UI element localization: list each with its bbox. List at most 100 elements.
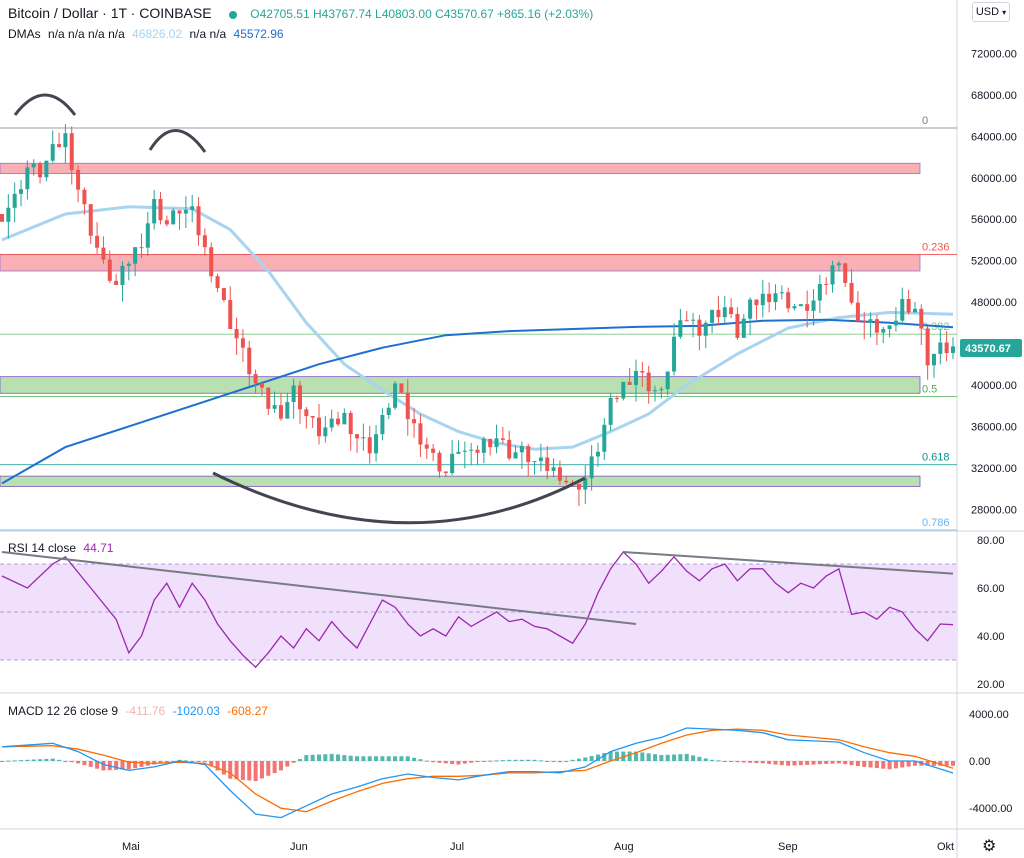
candle-body <box>133 247 138 264</box>
macd-histogram-bar <box>589 755 594 761</box>
macd-histogram-bar <box>443 761 448 764</box>
candle-body <box>114 280 119 285</box>
macd-tick-label: 0.00 <box>969 756 990 768</box>
symbol-title[interactable]: Bitcoin / Dollar · 1T · COINBASE <box>8 5 212 21</box>
macd-histogram-bar <box>190 761 195 762</box>
candle-body <box>107 259 112 281</box>
macd-histogram-bar <box>0 761 4 762</box>
candle-body <box>183 209 188 214</box>
macd-histogram-bar <box>538 760 543 762</box>
rsi-legend[interactable]: RSI 14 close 44.71 <box>8 541 117 555</box>
dma-na-values-2: n/a n/a <box>189 27 227 41</box>
macd-histogram-bar <box>760 761 765 764</box>
candle-body <box>564 480 569 483</box>
macd-histogram-bar <box>209 761 214 767</box>
candle-body <box>31 163 36 168</box>
macd-histogram-bar <box>691 755 696 761</box>
candle-body <box>57 144 62 148</box>
rsi-tick-label: 20.00 <box>977 679 1005 691</box>
macd-histogram-bar <box>494 760 499 762</box>
candle-body <box>735 313 740 338</box>
candle-body <box>722 307 727 318</box>
macd-histogram-bar <box>893 761 898 769</box>
candle-body <box>405 392 410 420</box>
candle-body <box>659 389 664 391</box>
macd-histogram-bar <box>602 753 607 761</box>
macd-histogram-bar <box>412 757 417 761</box>
macd-histogram-bar <box>196 761 201 762</box>
rsi-tick-label: 60.00 <box>977 583 1005 595</box>
month-label: Aug <box>614 841 634 853</box>
candle-body <box>25 167 30 190</box>
macd-histogram-bar <box>247 761 252 781</box>
candle-body <box>38 163 43 178</box>
candle-body <box>672 336 677 372</box>
candle-body <box>481 438 486 453</box>
candle-body <box>830 265 835 285</box>
candle-body <box>545 457 550 471</box>
rsi-trendline <box>1 551 637 625</box>
price-tick-label: 28000.00 <box>971 504 1017 516</box>
candle-body <box>488 438 493 448</box>
candle-body <box>164 220 169 225</box>
candle-body <box>190 206 195 210</box>
candle-body <box>247 347 252 375</box>
macd-histogram-bar <box>634 751 638 761</box>
macd-histogram-bar <box>798 761 803 766</box>
candle-body <box>69 133 74 170</box>
macd-histogram-bar <box>703 758 708 761</box>
candle-body <box>634 370 638 385</box>
candle-body <box>627 381 632 385</box>
candle-body <box>0 214 4 222</box>
candle-body <box>329 418 334 428</box>
macd-histogram-bar <box>824 761 829 764</box>
candle-body <box>386 407 391 416</box>
candle-body <box>912 308 917 313</box>
macd-histogram-bar <box>881 761 886 769</box>
macd-histogram-bar <box>849 761 854 766</box>
macd-histogram-bar <box>855 761 860 767</box>
macd-histogram-bar <box>906 761 911 767</box>
candle-body <box>500 438 505 440</box>
macd-legend[interactable]: MACD 12 26 close 9 -411.76 -1020.03 -608… <box>8 704 272 718</box>
candle-body <box>202 235 207 248</box>
macd-histogram-bar <box>925 761 930 766</box>
macd-histogram-bar <box>887 761 892 770</box>
candle-body <box>437 452 442 472</box>
macd-histogram-bar <box>221 761 226 775</box>
macd-histogram-bar <box>228 761 233 779</box>
settings-gear-icon[interactable]: ⚙ <box>982 838 997 855</box>
moving-average-line <box>1 205 954 451</box>
fib-label: 0 <box>922 115 928 127</box>
macd-histogram-bar <box>291 761 296 763</box>
macd-histogram-bar <box>63 761 68 762</box>
price-tick-label: 48000.00 <box>971 297 1017 309</box>
macd-histogram-bar <box>786 761 791 766</box>
fib-label: 0.236 <box>922 241 950 253</box>
macd-histogram-bar <box>304 755 309 761</box>
macd-histogram-bar <box>811 761 816 765</box>
candle-body <box>355 434 360 439</box>
macd-histogram-bar <box>19 760 24 762</box>
candle-body <box>532 461 537 463</box>
candle-body <box>538 457 543 462</box>
dma-legend[interactable]: DMAs n/a n/a n/a n/a 46826.02 n/a n/a 45… <box>8 27 288 41</box>
candle-body <box>589 456 594 479</box>
candle-body <box>925 328 930 366</box>
candle-body <box>640 370 645 373</box>
macd-histogram-bar <box>456 761 461 765</box>
macd-histogram-bar <box>215 761 220 771</box>
candle-body <box>767 293 772 303</box>
candle-body <box>348 412 353 435</box>
candle-body <box>278 405 283 419</box>
macd-histogram-bar <box>741 761 746 763</box>
currency-selector[interactable]: USD ▾ <box>972 2 1010 22</box>
macd-histogram-bar <box>481 761 486 762</box>
macd-histogram-bar <box>608 751 613 761</box>
annotation-arc <box>13 93 77 116</box>
zone-support <box>0 475 921 487</box>
macd-histogram-bar <box>729 761 734 762</box>
macd-histogram-bar <box>773 761 778 765</box>
candle-body <box>893 320 898 326</box>
